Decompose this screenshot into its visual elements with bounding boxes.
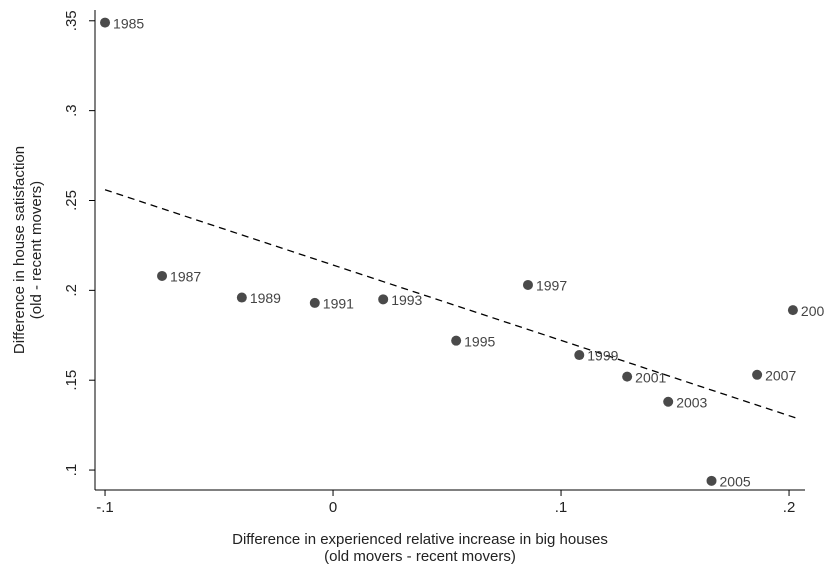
fit-line	[104, 189, 797, 419]
point-label: 1991	[323, 296, 354, 312]
point	[236, 292, 247, 303]
point-label: 1985	[113, 15, 144, 31]
point	[752, 369, 763, 380]
point	[706, 475, 717, 486]
point	[787, 305, 798, 316]
y-axis-title: Difference in house satisfaction	[11, 146, 28, 354]
y-tick-label: .25	[63, 190, 80, 211]
point-label: 1997	[536, 278, 567, 294]
point	[309, 297, 320, 308]
y-tick-label: .1	[63, 464, 80, 477]
point-label: 1987	[170, 269, 201, 285]
x-axis-title: Difference in experienced relative incre…	[232, 531, 608, 548]
point-label: 2003	[676, 394, 707, 410]
point-label: 200	[801, 303, 825, 319]
y-tick-label: .35	[63, 10, 80, 31]
point-label: 2005	[720, 474, 751, 490]
x-tick-label: -.1	[96, 499, 114, 516]
point-label: 2001	[635, 369, 666, 385]
point	[522, 279, 533, 290]
y-tick-label: .2	[63, 284, 80, 297]
x-tick-label: .2	[783, 499, 796, 516]
point	[378, 294, 389, 305]
point-label: 1999	[587, 348, 618, 364]
point-label: 2007	[765, 368, 796, 384]
x-tick-label: 0	[329, 499, 337, 516]
y-tick-label: .3	[63, 104, 80, 117]
point	[663, 396, 674, 407]
point	[622, 371, 633, 382]
point	[451, 335, 462, 346]
point-label: 1995	[464, 333, 495, 349]
point	[574, 350, 585, 361]
x-tick-label: .1	[555, 499, 568, 516]
y-tick-label: .15	[63, 370, 80, 391]
y-axis-title: (old - recent movers)	[28, 181, 45, 319]
point	[100, 17, 111, 28]
point-label: 1993	[391, 292, 422, 308]
point-label: 1989	[250, 290, 281, 306]
point	[157, 270, 168, 281]
x-axis-title: (old movers - recent movers)	[324, 548, 516, 565]
